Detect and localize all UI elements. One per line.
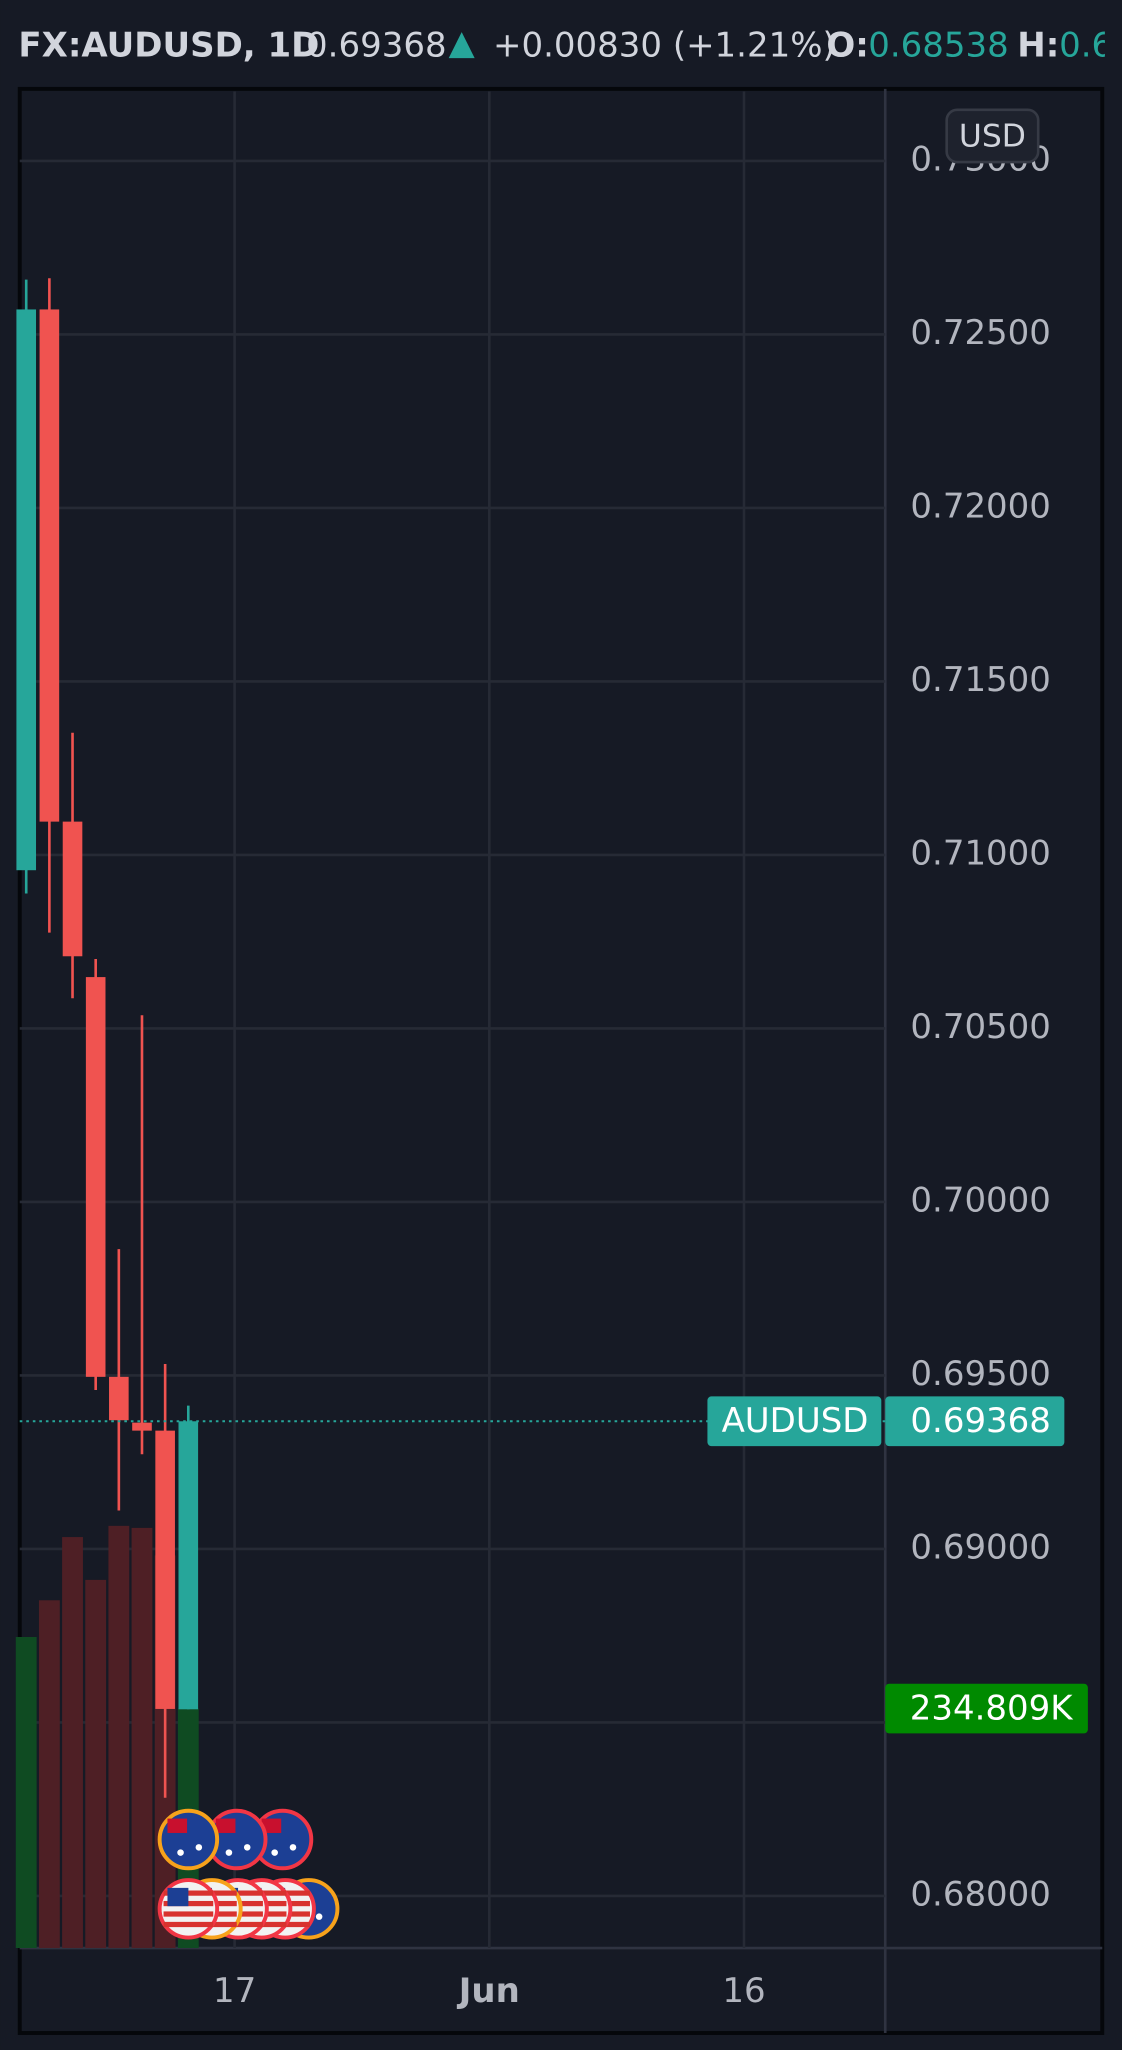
volume-bar bbox=[108, 1525, 130, 1949]
event-icon-star bbox=[289, 1844, 297, 1851]
x-tick-label: 16 bbox=[722, 1971, 765, 2011]
candles bbox=[16, 278, 199, 1798]
event-icon-stripe bbox=[163, 1911, 214, 1917]
y-tick-label: 0.72500 bbox=[910, 313, 1051, 353]
grid: 0.680000.685000.690000.695000.700000.705… bbox=[19, 88, 1103, 2034]
currency-button[interactable]: USD bbox=[959, 118, 1026, 154]
symbol-title: FX:AUDUSD, 1D bbox=[18, 26, 319, 66]
event-icon-star bbox=[271, 1849, 278, 1856]
y-tick-label: 0.70000 bbox=[910, 1180, 1051, 1220]
y-tick-label: 0.69500 bbox=[910, 1354, 1051, 1394]
event-icon-star bbox=[315, 1913, 323, 1920]
candle-body bbox=[132, 1422, 152, 1431]
x-tick-label: Jun bbox=[457, 1971, 520, 2011]
event-icon-canton bbox=[261, 1818, 282, 1833]
volume-bar bbox=[38, 1600, 60, 1949]
candle-body bbox=[155, 1430, 175, 1709]
last-price: 0.69368 bbox=[306, 26, 447, 66]
event-icon-canton bbox=[167, 1818, 188, 1833]
event-icon-star bbox=[225, 1849, 233, 1856]
overlay: AUDUSD 0.69368 234.809K USD bbox=[19, 108, 1088, 1940]
high-label: H: bbox=[1017, 26, 1059, 66]
event-icon-canton bbox=[215, 1818, 236, 1833]
high-value: 0.69413 bbox=[1059, 26, 1122, 66]
price-tag-bg bbox=[885, 1396, 1065, 1447]
volume-tag-bg bbox=[885, 1683, 1088, 1734]
price-change: +0.00830 (+1.21%) bbox=[493, 26, 836, 66]
volume-bar bbox=[131, 1527, 153, 1949]
event-icon-star bbox=[177, 1849, 184, 1856]
y-tick-label: 0.69000 bbox=[910, 1527, 1051, 1567]
event-icon-star bbox=[195, 1844, 203, 1851]
volume-tag: 234.809K bbox=[910, 1688, 1074, 1728]
y-tick-label: 0.70500 bbox=[910, 1007, 1051, 1047]
x-tick-label: 17 bbox=[213, 1971, 256, 2011]
candle-body bbox=[16, 309, 37, 871]
candle-body bbox=[85, 977, 106, 1377]
candle-body bbox=[109, 1376, 129, 1421]
candle-body bbox=[62, 821, 83, 957]
symbol-tag: AUDUSD bbox=[722, 1401, 869, 1441]
volume-bar bbox=[62, 1537, 83, 1949]
up-arrow: ▲ bbox=[449, 23, 476, 63]
open-label: O: bbox=[826, 26, 868, 66]
chart-frame bbox=[17, 86, 1105, 2035]
y-tick-label: 0.71000 bbox=[910, 833, 1051, 873]
event-icon-star bbox=[243, 1844, 251, 1851]
volume-bar bbox=[15, 1636, 37, 1949]
currency-button-bg bbox=[945, 108, 1040, 164]
volume-bar bbox=[85, 1579, 107, 1949]
y-tick-label: 0.68000 bbox=[910, 1874, 1051, 1914]
candle-body bbox=[39, 309, 60, 822]
open-value: 0.68538 bbox=[868, 26, 1009, 66]
y-tick-label: 0.71500 bbox=[910, 660, 1051, 700]
candle-body bbox=[178, 1421, 199, 1710]
y-tick-label: 0.72000 bbox=[910, 486, 1051, 526]
price-tag: 0.69368 bbox=[910, 1401, 1051, 1441]
event-icon-canton bbox=[167, 1887, 189, 1907]
symbol-tag-bg bbox=[707, 1396, 882, 1447]
event-icon-stripe bbox=[163, 1921, 214, 1928]
